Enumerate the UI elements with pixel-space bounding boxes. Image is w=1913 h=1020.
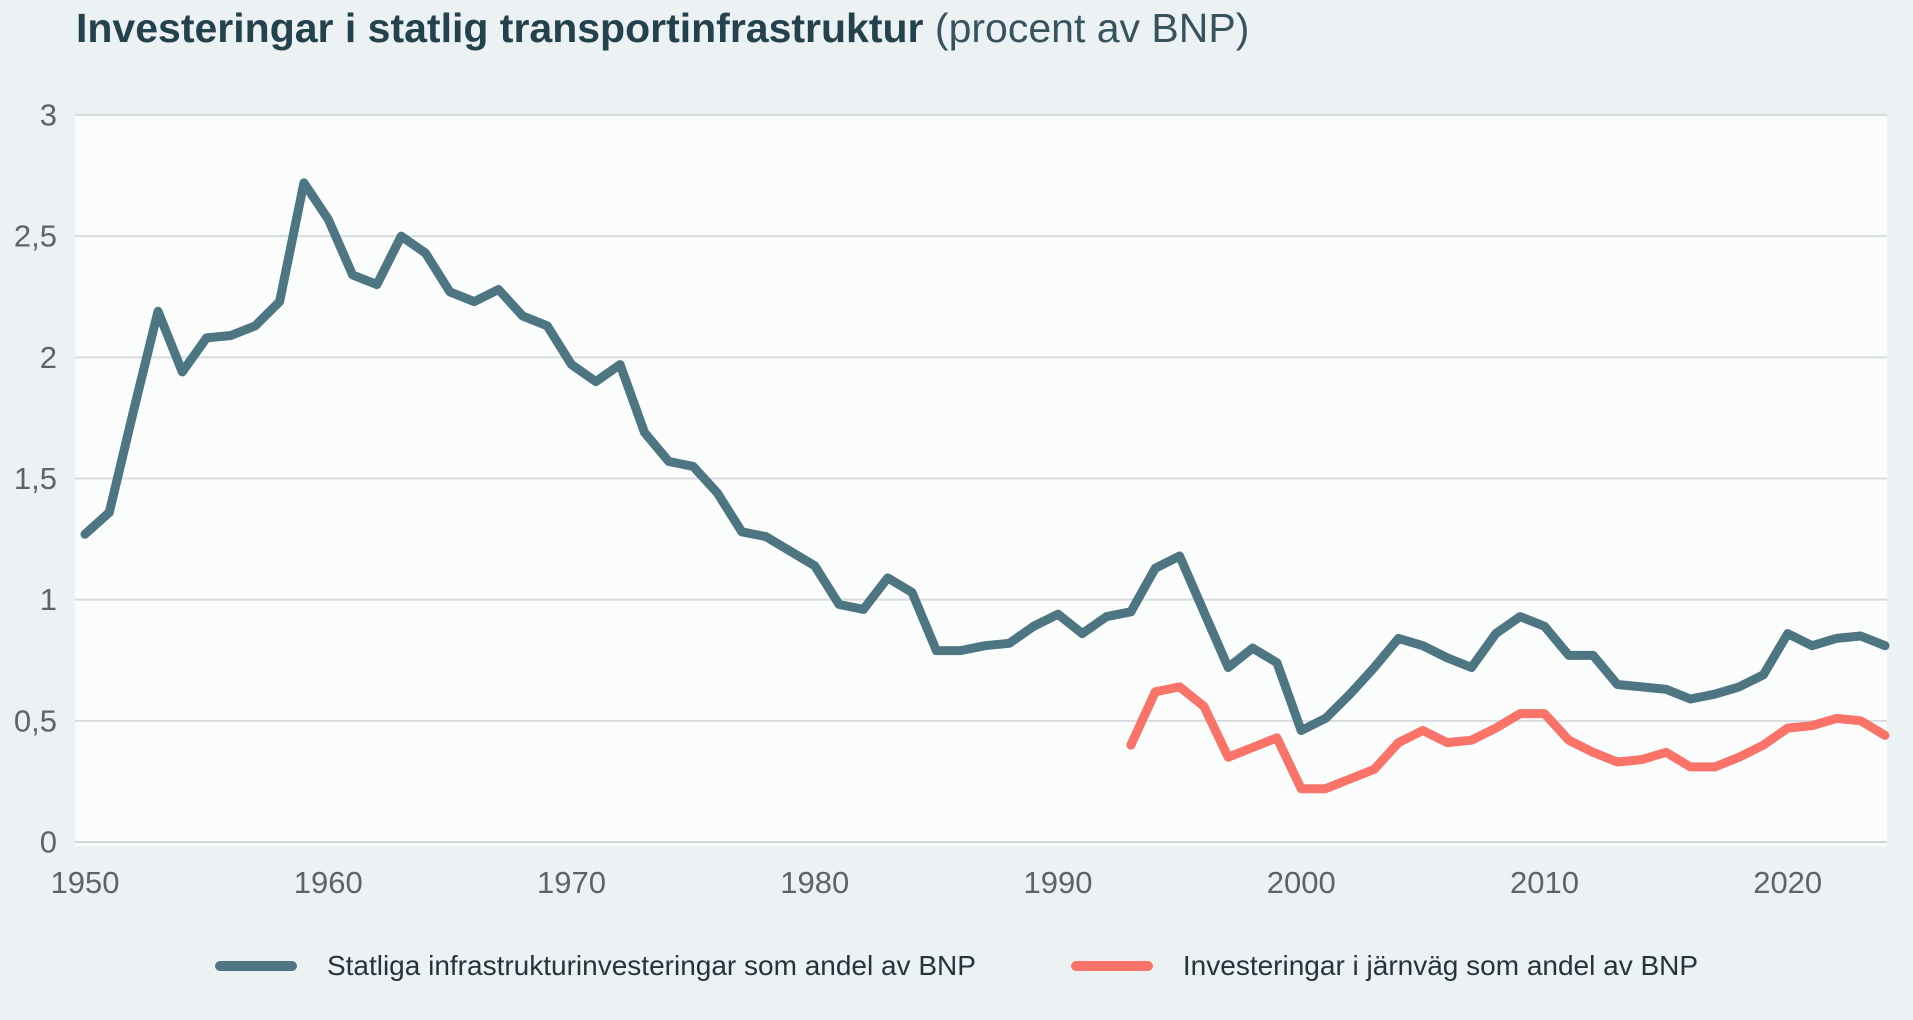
y-tick-label: 1,5: [14, 461, 57, 496]
series-line-statliga: [80, 178, 1890, 735]
x-tick-label: 1970: [537, 865, 606, 900]
y-tick-label: 1: [40, 582, 57, 617]
y-tick-label: 0,5: [14, 703, 57, 738]
x-tick-label: 1960: [294, 865, 363, 900]
chart-title-main: Investeringar i statlig transportinfrast…: [76, 5, 924, 51]
plot-area: [75, 115, 1887, 846]
legend-swatch-jarnvag: [1070, 961, 1153, 971]
x-tick-label: 2010: [1510, 865, 1579, 900]
x-tick-label: 2020: [1753, 865, 1822, 900]
x-tick-label: 1950: [51, 865, 120, 900]
chart-title: Investeringar i statlig transportinfrast…: [76, 5, 1250, 51]
legend-label-statliga: Statliga infrastrukturinvesteringar som …: [326, 950, 976, 981]
y-tick-label: 0: [40, 825, 57, 860]
y-tick-label: 2: [40, 340, 57, 375]
legend-swatch-statliga: [214, 961, 297, 971]
x-tick-label: 2000: [1267, 865, 1336, 900]
series-line-jarnvag: [1126, 682, 1890, 794]
legend-label-jarnvag: Investeringar i järnväg som andel av BNP: [1182, 950, 1699, 981]
y-tick-label: 2,5: [14, 219, 57, 254]
x-tick-label: 1980: [780, 865, 849, 900]
legend: Statliga infrastrukturinvesteringar som …: [0, 950, 1913, 982]
x-tick-label: 1990: [1023, 865, 1092, 900]
y-tick-label: 3: [40, 98, 57, 133]
legend-item-statliga: Statliga infrastrukturinvesteringar som …: [214, 950, 976, 982]
legend-item-jarnvag: Investeringar i järnväg som andel av BNP: [1070, 950, 1699, 982]
chart-title-subtitle: (procent av BNP): [934, 5, 1250, 51]
